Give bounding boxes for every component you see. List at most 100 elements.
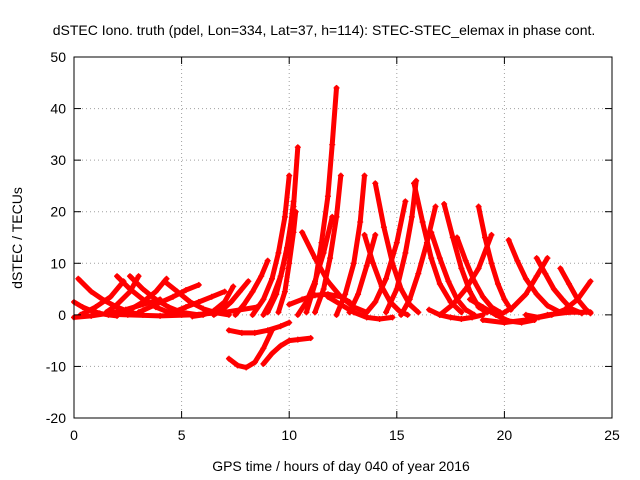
data-point [544,255,551,262]
data-point [436,280,443,287]
data-point [286,337,293,344]
data-point [312,280,319,287]
data-point [299,229,306,236]
data-point [230,283,237,290]
data-point [544,302,551,309]
data-point [462,257,469,264]
data-point [402,198,409,205]
data-point [236,288,243,295]
data-point [393,239,400,246]
data-point [260,360,267,367]
data-point [380,224,387,231]
y-tick-label: 20 [50,204,66,220]
data-point [114,273,121,280]
data-point [462,286,469,293]
data-point [497,311,504,318]
data-point [357,219,364,226]
data-point [249,288,256,295]
data-point [482,234,489,241]
data-point [393,286,400,293]
data-point [174,288,181,295]
data-point [441,200,448,207]
data-point [337,172,344,179]
data-point [466,296,473,303]
data-point [126,273,133,280]
data-point [75,275,82,282]
data-point [324,278,331,285]
data-point [458,315,465,322]
y-axis-label: dSTEC / TECUs [9,187,25,289]
series-trace [476,204,514,313]
data-point [268,350,275,357]
data-point [286,319,293,326]
data-point [234,362,241,369]
data-point [251,359,258,366]
data-point [312,255,319,262]
series-trace [480,309,593,326]
data-point [398,311,405,318]
data-point [195,281,202,288]
data-point [370,260,377,267]
data-point [479,304,486,311]
data-point [565,280,572,287]
data-point [275,309,282,316]
data-series [232,257,271,318]
data-point [318,239,325,246]
data-point [428,255,435,262]
data-point [107,293,114,300]
data-point [260,296,267,303]
data-point [428,229,435,236]
data-point [361,172,368,179]
data-point [522,311,529,318]
data-point [221,288,228,295]
data-point [228,298,235,305]
data-point [389,314,396,321]
data-point [466,288,473,295]
data-point [363,262,370,269]
data-point [232,311,239,318]
series-trace [534,255,585,316]
data-point [402,249,409,256]
data-point [383,275,390,282]
data-point [189,313,196,320]
data-point [245,278,252,285]
y-tick-label: 40 [50,101,66,117]
data-point [454,234,461,241]
data-point [494,280,501,287]
data-series [275,208,299,316]
data-point [225,327,232,334]
data-point [544,311,551,318]
y-tick-label: -10 [46,358,66,374]
data-point [299,296,306,303]
data-point [139,298,146,305]
data-point [286,260,293,267]
data-point [200,311,207,318]
data-point [294,144,301,151]
data-point [169,293,176,300]
data-point [260,311,267,318]
data-point [258,273,265,280]
x-tick-label: 10 [281,427,297,443]
data-point [550,286,557,293]
data-point [268,275,275,282]
data-point [182,304,189,311]
data-point [505,237,512,244]
data-point [219,306,226,313]
x-tick-label: 5 [178,427,186,443]
data-series [479,309,594,326]
data-point [329,141,336,148]
data-point [445,278,452,285]
data-point [458,309,465,316]
data-point [436,311,443,318]
data-point [88,288,95,295]
data-series [260,335,314,367]
data-series [312,172,344,316]
data-point [221,298,228,305]
data-series [436,231,495,318]
data-point [182,287,189,294]
data-point [324,193,331,200]
data-point [157,312,164,319]
data-point [587,309,594,316]
data-point [92,310,99,317]
